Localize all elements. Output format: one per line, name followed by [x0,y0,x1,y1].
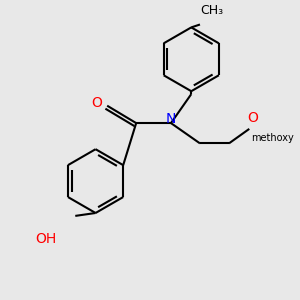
Text: CH₃: CH₃ [200,4,223,16]
Text: N: N [166,112,176,126]
Text: O: O [92,96,103,110]
Text: methoxy: methoxy [251,133,294,142]
Text: O: O [247,111,258,125]
Text: OH: OH [36,232,57,246]
